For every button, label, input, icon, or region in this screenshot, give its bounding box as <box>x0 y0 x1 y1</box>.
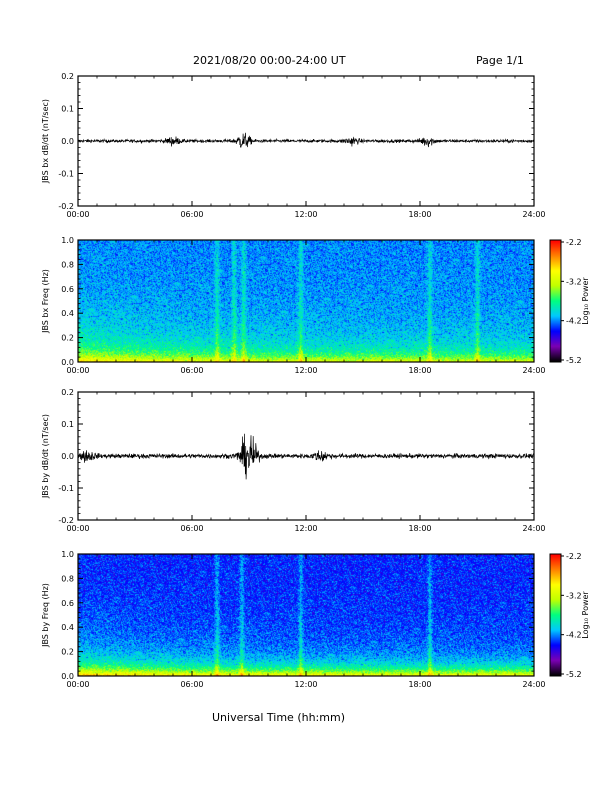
y-tick-label: -0.2 <box>58 516 74 525</box>
colorbar-tick-label: -5.2 <box>566 356 582 365</box>
x-tick-label: 12:00 <box>294 680 317 689</box>
y-tick-label: 0.8 <box>61 574 74 583</box>
x-tick-label: 06:00 <box>180 366 203 375</box>
y-tick-label: 1.0 <box>61 236 74 245</box>
x-tick-label: 06:00 <box>180 524 203 533</box>
waveform-series <box>77 433 535 480</box>
y-tick-label: -0.1 <box>58 170 74 179</box>
colorbar-tick-label: -4.2 <box>566 317 582 326</box>
colorbar-tick-label: -4.2 <box>566 631 582 640</box>
x-tick-label: 00:00 <box>66 524 89 533</box>
x-tick-label: 00:00 <box>66 366 89 375</box>
colorbar-tick-label: -3.2 <box>566 277 582 286</box>
y-tick-label: 0.1 <box>61 420 74 429</box>
y-axis-label: JBS by dB/dt (nT/sec) <box>41 414 50 499</box>
x-tick-label: 24:00 <box>522 680 545 689</box>
colorbar-label: Log₁₀ Power <box>581 277 590 325</box>
x-tick-label: 24:00 <box>522 366 545 375</box>
y-tick-label: 0.0 <box>61 358 74 367</box>
x-tick-label: 18:00 <box>408 210 431 219</box>
bx-spectrogram-image <box>78 240 534 362</box>
colorbar-tick-label: -2.2 <box>566 238 582 247</box>
y-tick-label: 0.2 <box>61 388 74 397</box>
x-axis-label: Universal Time (hh:mm) <box>212 711 345 724</box>
by-spectrogram-image <box>78 554 534 676</box>
y-tick-label: 0.0 <box>61 452 74 461</box>
x-tick-label: 06:00 <box>180 210 203 219</box>
y-tick-label: 0.2 <box>61 648 74 657</box>
y-tick-label: 0.2 <box>61 334 74 343</box>
x-tick-label: 12:00 <box>294 210 317 219</box>
y-tick-label: 1.0 <box>61 550 74 559</box>
x-tick-label: 18:00 <box>408 366 431 375</box>
colorbar-tick-label: -5.2 <box>566 670 582 679</box>
y-tick-label: 0.6 <box>61 285 74 294</box>
colorbar-tick-label: -2.2 <box>566 552 582 561</box>
y-tick-label: -0.1 <box>58 484 74 493</box>
x-tick-label: 12:00 <box>294 524 317 533</box>
page-number: Page 1/1 <box>476 54 524 67</box>
colorbar-tick-label: -3.2 <box>566 591 582 600</box>
y-tick-label: 0.0 <box>61 672 74 681</box>
y-tick-label: 0.6 <box>61 599 74 608</box>
panel-frame <box>77 239 535 363</box>
x-tick-label: 18:00 <box>408 524 431 533</box>
y-tick-label: 0.0 <box>61 137 74 146</box>
x-tick-label: 18:00 <box>408 680 431 689</box>
y-axis-label: JBS bx dB/dt (nT/sec) <box>41 99 50 184</box>
y-tick-label: 0.2 <box>61 72 74 81</box>
x-tick-label: 12:00 <box>294 366 317 375</box>
report-title: 2021/08/20 00:00-24:00 UT <box>193 54 346 67</box>
bx-colorbar-image <box>550 240 561 362</box>
y-axis-label: JBS by Freq (Hz) <box>41 583 50 648</box>
x-tick-label: 00:00 <box>66 210 89 219</box>
y-tick-label: 0.1 <box>61 105 74 114</box>
by-colorbar-image <box>550 554 561 676</box>
y-tick-label: 0.4 <box>61 309 74 318</box>
x-tick-label: 06:00 <box>180 680 203 689</box>
y-tick-label: 0.4 <box>61 623 74 632</box>
y-axis-label: JBS bx Freq (Hz) <box>41 269 50 334</box>
x-tick-label: 00:00 <box>66 680 89 689</box>
waveform-series <box>77 132 535 148</box>
x-tick-label: 24:00 <box>522 524 545 533</box>
x-tick-label: 24:00 <box>522 210 545 219</box>
y-tick-label: 0.8 <box>61 260 74 269</box>
y-tick-label: -0.2 <box>58 202 74 211</box>
colorbar-frame <box>549 239 562 363</box>
panel-frame <box>77 553 535 677</box>
colorbar-label: Log₁₀ Power <box>581 591 590 639</box>
colorbar-frame <box>549 553 562 677</box>
